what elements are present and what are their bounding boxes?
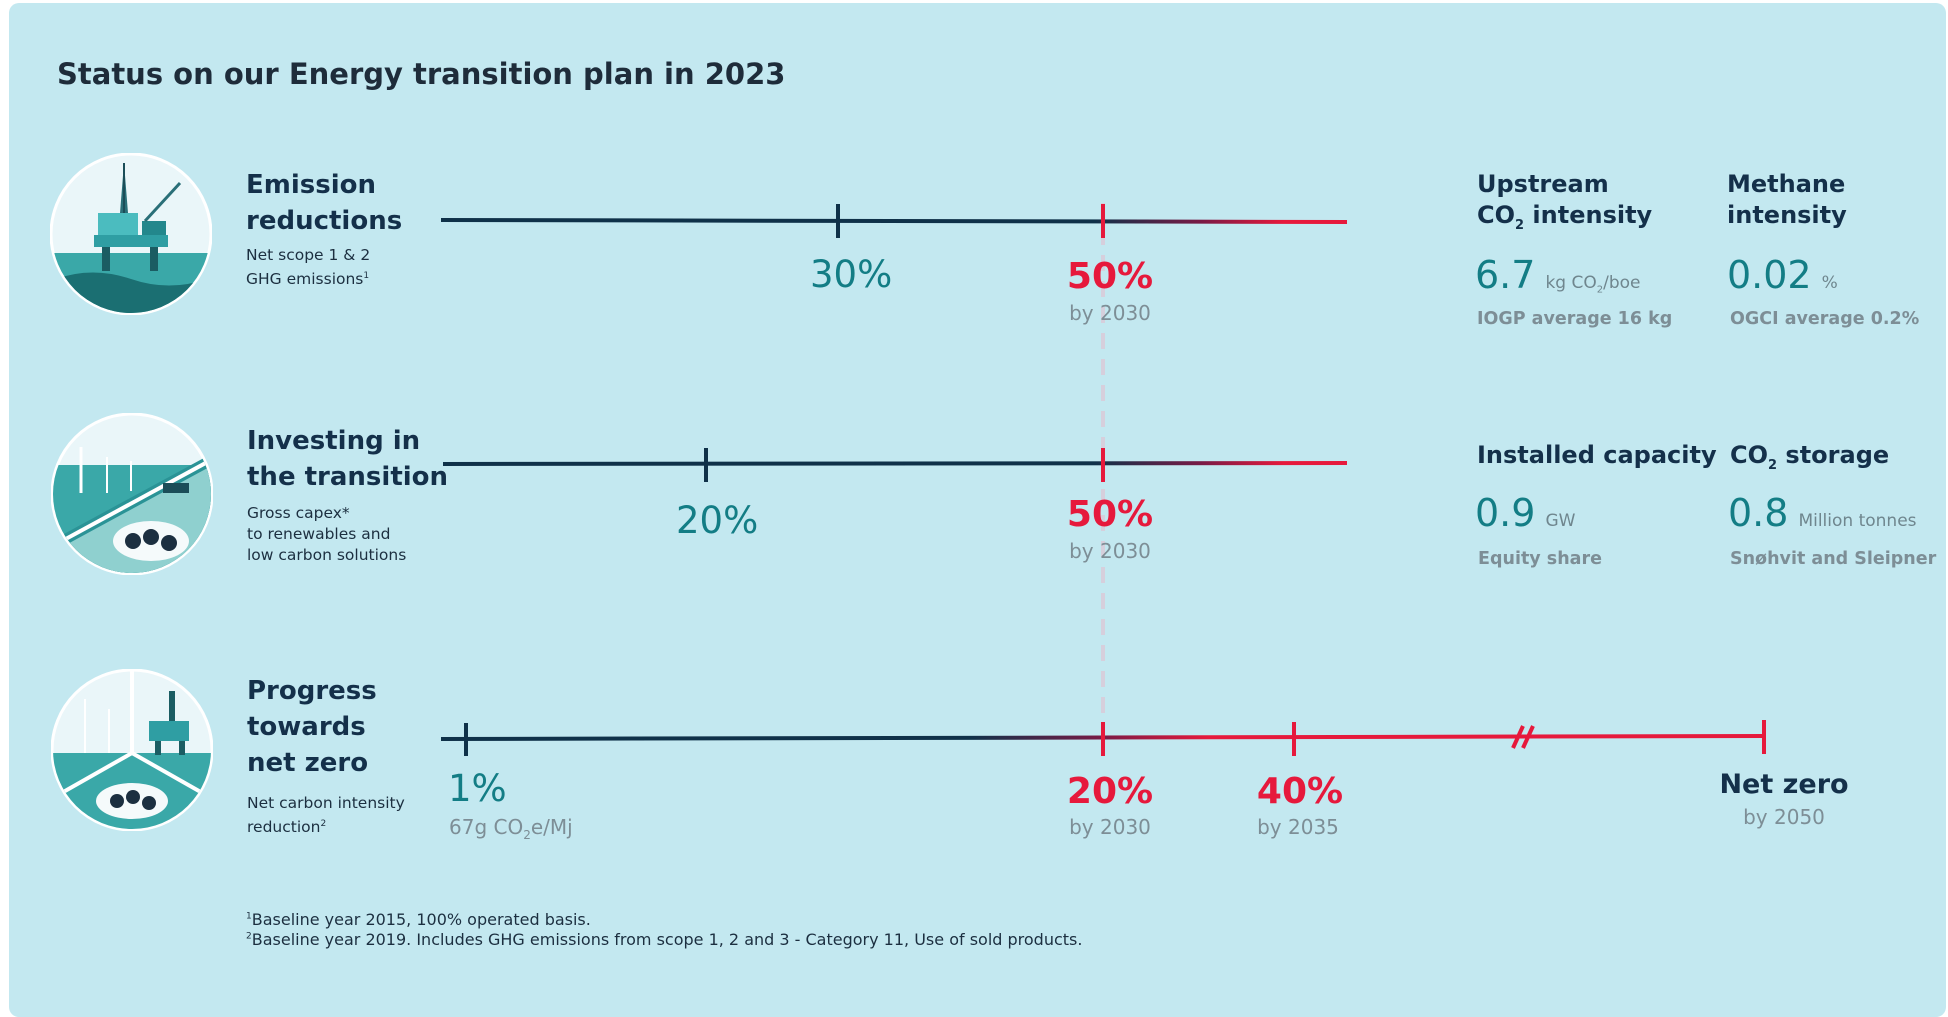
investing-current-value: 20%	[676, 499, 759, 542]
kpi-storage-value: 0.8 Million tonnes	[1728, 491, 1917, 535]
netzero-row-subtitle: Net carbon intensity reduction2	[247, 794, 405, 837]
netzero-final-label: Net zero	[1719, 769, 1849, 800]
kpi-capacity-value: 0.9 GW	[1475, 491, 1576, 535]
emission-target-year: by 2030	[1069, 301, 1151, 325]
investing-target-year: by 2030	[1069, 539, 1151, 563]
investing-target-value: 50%	[1066, 494, 1154, 535]
netzero-2030-year: by 2030	[1069, 815, 1151, 839]
netzero-2035-year: by 2035	[1257, 815, 1339, 839]
kpi-capacity-title: Installed capacity	[1477, 441, 1717, 469]
offshore-platform-icon	[50, 153, 212, 315]
netzero-final-year: by 2050	[1743, 805, 1825, 829]
netzero-row-title: Progress towards net zero	[247, 676, 377, 778]
netzero-2030-value: 20%	[1066, 771, 1154, 812]
kpi-methane-note: OGCI average 0.2%	[1730, 309, 1920, 329]
footnote-2: 2Baseline year 2019. Includes GHG emissi…	[246, 930, 1083, 949]
page-title: Status on our Energy transition plan in …	[57, 57, 786, 91]
footnote-1: 1Baseline year 2015, 100% operated basis…	[246, 910, 591, 929]
kpi-upstream-value: 6.7 kg CO2/boe	[1475, 253, 1641, 297]
netzero-current-value: 1%	[448, 767, 507, 810]
kpi-methane-value: 0.02%	[1727, 253, 1838, 297]
emission-target-value: 50%	[1066, 256, 1154, 297]
emission-timeline	[440, 218, 1348, 224]
emission-row-title: Emission reductions	[246, 170, 403, 236]
kpi-upstream-title: Upstream CO2 intensity	[1477, 170, 1653, 233]
netzero-2035-value: 40%	[1256, 771, 1344, 812]
kpi-capacity-note: Equity share	[1478, 549, 1602, 569]
emission-current-value: 30%	[810, 253, 893, 296]
kpi-methane-title: Methane intensity	[1727, 170, 1847, 229]
kpi-upstream-note: IOGP average 16 kg	[1477, 309, 1673, 329]
energy-transition-card: Status on our Energy transition plan in …	[9, 3, 1946, 1017]
netzero-current-intensity: 67g CO2e/Mj	[449, 815, 573, 842]
netzero-axis-break	[1511, 725, 1525, 749]
kpi-storage-title: CO2 storage	[1730, 441, 1890, 473]
kpi-storage-note: Snøhvit and Sleipner	[1730, 549, 1937, 569]
platform-wind-ccs-icon	[51, 669, 213, 831]
emission-row-subtitle: Net scope 1 & 2 GHG emissions1	[246, 246, 371, 289]
investing-timeline	[442, 461, 1348, 466]
wind-farm-ccs-icon	[51, 413, 213, 575]
timeline-graphics	[440, 203, 1766, 756]
investing-row-title: Investing in the transition	[247, 426, 449, 492]
netzero-axis-break-2	[1521, 725, 1535, 749]
investing-row-subtitle: Gross capex* to renewables and low carbo…	[247, 504, 407, 564]
